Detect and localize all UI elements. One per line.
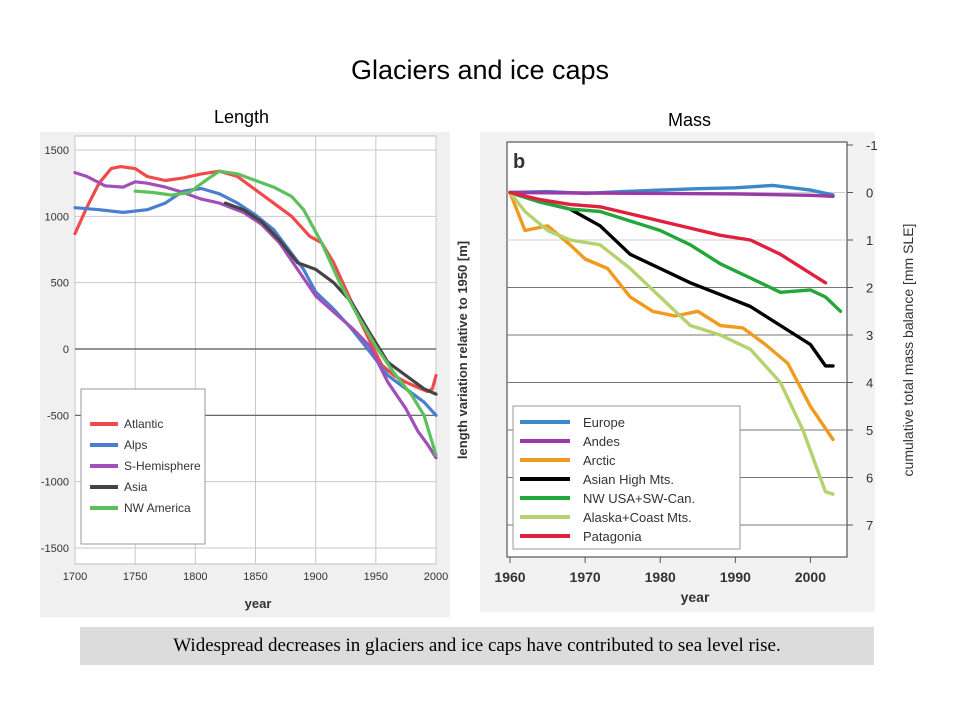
- length-y-tick-label: 500: [51, 278, 69, 290]
- length-legend-label: Asia: [124, 480, 148, 494]
- length-y-tick-label: -500: [47, 410, 69, 422]
- mass-y-axis-label: cumulative total mass balance [mm SLE]: [900, 224, 916, 477]
- mass-x-tick-label: 2000: [795, 569, 826, 585]
- length-series-asia: [223, 201, 438, 396]
- mass-x-tick-label: 1980: [645, 569, 676, 585]
- mass-panel-title: Mass: [668, 110, 712, 130]
- length-series-s-hemisphere: [73, 171, 438, 460]
- mass-legend-label: Asian High Mts.: [583, 472, 674, 487]
- length-legend-label: Alps: [124, 438, 147, 452]
- mass-y-tick-label: 4: [866, 376, 873, 391]
- mass-legend-label: Arctic: [583, 453, 616, 468]
- length-y-tick-label: 1500: [45, 145, 69, 157]
- length-legend-label: NW America: [124, 501, 191, 515]
- mass-x-axis-label: year: [681, 589, 710, 605]
- length-x-tick-label: 1850: [243, 571, 267, 583]
- mass-y-tick-label: 1: [866, 233, 873, 248]
- mass-panel-label: b: [513, 151, 525, 173]
- length-y-tick-label: -1000: [41, 477, 69, 489]
- length-x-axis-label: year: [245, 596, 272, 611]
- mass-legend-label: Patagonia: [583, 529, 642, 544]
- length-y-tick-label: 1000: [45, 211, 69, 223]
- length-y-tick-label: 0: [63, 344, 69, 356]
- mass-y-tick-label: -1: [866, 138, 878, 153]
- mass-legend-label: Europe: [583, 415, 625, 430]
- mass-y-tick-label: 2: [866, 281, 873, 296]
- mass-series-nw-usa-sw-can: [508, 190, 843, 313]
- length-x-tick-label: 1700: [63, 571, 87, 583]
- length-panel-title: Length: [214, 107, 270, 127]
- mass-y-tick-label: 5: [866, 423, 873, 438]
- mass-y-tick-label: 3: [866, 328, 873, 343]
- length-legend-label: Atlantic: [124, 417, 163, 431]
- slide-caption: Widespread decreases in glaciers and ice…: [80, 627, 874, 665]
- mass-series-alaska-coast-mts: [508, 190, 835, 496]
- length-x-tick-label: 1750: [123, 571, 147, 583]
- mass-x-tick-label: 1960: [494, 569, 525, 585]
- mass-y-tick-label: 0: [866, 186, 873, 201]
- length-series-nw-america: [133, 169, 438, 457]
- mass-legend-label: Alaska+Coast Mts.: [583, 510, 692, 525]
- length-y-tick-label: -1500: [41, 543, 69, 555]
- mass-x-tick-label: 1970: [570, 569, 601, 585]
- mass-legend-label: NW USA+SW-Can.: [583, 491, 695, 506]
- mass-y-tick-label: 7: [866, 518, 873, 533]
- length-x-tick-label: 2000: [424, 571, 448, 583]
- length-x-tick-label: 1950: [364, 571, 388, 583]
- slide-title: Glaciers and ice caps: [350, 55, 610, 85]
- length-y-axis-label: length variation relative to 1950 [m]: [455, 241, 470, 459]
- mass-x-tick-label: 1990: [720, 569, 751, 585]
- length-x-tick-label: 1900: [303, 571, 327, 583]
- length-legend-label: S-Hemisphere: [124, 459, 201, 473]
- mass-series-patagonia: [508, 190, 828, 285]
- mass-y-tick-label: 6: [866, 471, 873, 486]
- length-x-tick-label: 1800: [183, 571, 207, 583]
- mass-series-andes: [508, 190, 835, 198]
- mass-legend-label: Andes: [583, 434, 620, 449]
